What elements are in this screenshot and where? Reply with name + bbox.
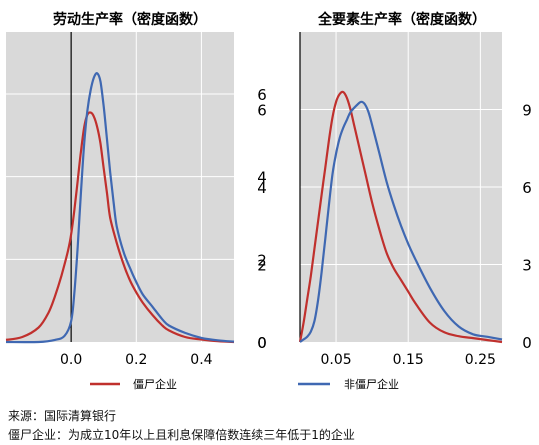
y-tick-label: 4	[257, 169, 267, 187]
series-lines-2	[298, 90, 503, 344]
title-tfp: 全要素生产率（密度函数）	[317, 11, 486, 28]
y-tick-label-right: 6	[522, 179, 532, 197]
x-tick-label: 0.4	[190, 352, 212, 368]
source-note: 来源：国际清算银行	[8, 409, 117, 423]
y-tick-labels-2-left: 0 2 4 6	[257, 102, 267, 353]
y-tick-label: 2	[257, 251, 267, 269]
title-labor-productivity: 劳动生产率（密度函数）	[53, 11, 207, 28]
panel-tfp: 全要素生产率（密度函数） 0.05 0.15 0.25 0 2 4 6 0 3 6 9	[257, 11, 532, 368]
y-tick-label-right: 3	[522, 257, 532, 275]
x-tick-label: 0.25	[465, 352, 496, 368]
x-tick-label: 0.15	[393, 352, 424, 368]
y-tick-label: 0	[257, 334, 267, 352]
legend-label-zombie: 僵尸企业	[133, 377, 177, 391]
series-line-non-zombie	[5, 72, 235, 344]
legend: 僵尸企业 非僵尸企业	[90, 377, 399, 391]
y-tick-label-left: 0	[257, 334, 267, 352]
y-tick-label-left: 2	[257, 257, 267, 275]
series-line-zombie	[5, 111, 235, 344]
x-tick-label: 0.05	[320, 352, 351, 368]
y-tick-label: 6	[257, 86, 267, 104]
footnote: 僵尸企业：为成立10年以上且利息保障倍数连续三年低于1的企业	[8, 428, 355, 442]
plot-background-1	[6, 32, 234, 342]
series-line-non-zombie	[299, 100, 503, 343]
x-tick-labels-1: 0.0 0.2 0.4	[60, 352, 213, 368]
x-tick-label: 0.0	[60, 352, 82, 368]
y-tick-labels-1: 0 2 4 6	[257, 86, 267, 352]
panel-labor-productivity: 劳动生产率（密度函数） 0.0 0.2 0.4 0 2 4 6	[5, 11, 267, 368]
legend-label-non-zombie: 非僵尸企业	[344, 377, 399, 391]
y-tick-label-left: 6	[257, 102, 267, 120]
series-line-zombie	[298, 90, 503, 344]
gridlines-2	[300, 32, 502, 342]
y-tick-label-left: 4	[257, 179, 267, 197]
x-tick-labels-2: 0.05 0.15 0.25	[320, 352, 495, 368]
y-tick-labels-2-right: 0 3 6 9	[522, 102, 532, 353]
series-lines-1	[5, 72, 235, 344]
x-tick-label: 0.2	[125, 352, 147, 368]
y-tick-label-right: 9	[522, 102, 532, 120]
y-tick-label-right: 0	[522, 334, 532, 352]
